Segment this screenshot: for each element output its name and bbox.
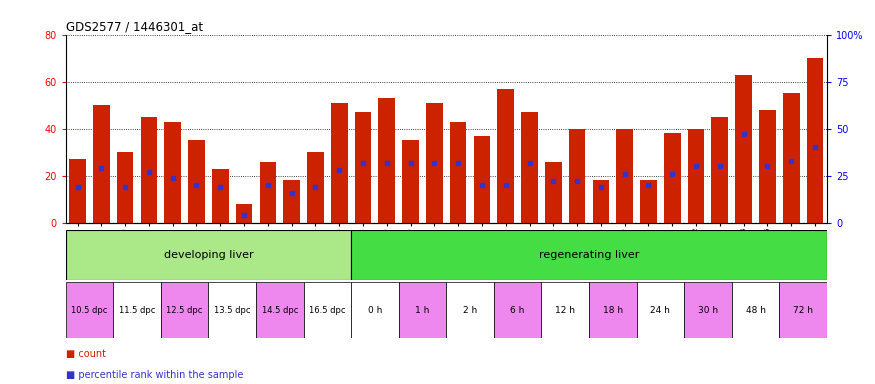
Text: 12 h: 12 h: [556, 306, 575, 314]
Bar: [161, 282, 208, 338]
Text: 12.5 dpc: 12.5 dpc: [166, 306, 203, 314]
Bar: [664, 133, 681, 223]
Text: 2 h: 2 h: [463, 306, 477, 314]
Bar: [66, 282, 113, 338]
Bar: [260, 162, 276, 223]
Bar: [522, 112, 538, 223]
Bar: [208, 282, 256, 338]
Bar: [450, 122, 466, 223]
Bar: [640, 180, 657, 223]
Bar: [688, 129, 704, 223]
Bar: [66, 230, 351, 280]
Bar: [735, 74, 752, 223]
Bar: [760, 110, 776, 223]
Bar: [711, 117, 728, 223]
Text: 72 h: 72 h: [793, 306, 813, 314]
Text: 1 h: 1 h: [416, 306, 430, 314]
Bar: [116, 152, 133, 223]
Text: 11.5 dpc: 11.5 dpc: [119, 306, 155, 314]
Bar: [473, 136, 490, 223]
Text: 6 h: 6 h: [510, 306, 525, 314]
Bar: [493, 282, 542, 338]
Text: 30 h: 30 h: [698, 306, 718, 314]
Bar: [304, 282, 351, 338]
Bar: [113, 282, 161, 338]
Bar: [732, 282, 780, 338]
Bar: [545, 162, 562, 223]
Bar: [69, 159, 86, 223]
Bar: [188, 141, 205, 223]
Bar: [399, 282, 446, 338]
Text: 48 h: 48 h: [746, 306, 766, 314]
Bar: [212, 169, 228, 223]
Bar: [637, 282, 684, 338]
Bar: [93, 105, 109, 223]
Bar: [616, 129, 633, 223]
Bar: [307, 152, 324, 223]
Text: 16.5 dpc: 16.5 dpc: [309, 306, 346, 314]
Text: regenerating liver: regenerating liver: [539, 250, 639, 260]
Bar: [284, 180, 300, 223]
Bar: [684, 282, 732, 338]
Bar: [569, 129, 585, 223]
Text: ■ percentile rank within the sample: ■ percentile rank within the sample: [66, 370, 243, 380]
Text: GDS2577 / 1446301_at: GDS2577 / 1446301_at: [66, 20, 203, 33]
Bar: [379, 98, 396, 223]
Bar: [164, 122, 181, 223]
Bar: [141, 117, 158, 223]
Bar: [589, 282, 637, 338]
Bar: [331, 103, 347, 223]
Bar: [783, 93, 800, 223]
Bar: [542, 282, 589, 338]
Bar: [780, 282, 827, 338]
Text: 18 h: 18 h: [603, 306, 623, 314]
Text: 24 h: 24 h: [650, 306, 670, 314]
Text: 13.5 dpc: 13.5 dpc: [214, 306, 250, 314]
Bar: [807, 58, 823, 223]
Text: 14.5 dpc: 14.5 dpc: [262, 306, 298, 314]
Bar: [446, 282, 493, 338]
Bar: [354, 112, 371, 223]
Text: 0 h: 0 h: [368, 306, 382, 314]
Text: ■ count: ■ count: [66, 349, 106, 359]
Text: 10.5 dpc: 10.5 dpc: [71, 306, 108, 314]
Bar: [351, 282, 399, 338]
Bar: [592, 180, 609, 223]
Bar: [235, 204, 252, 223]
Bar: [256, 282, 304, 338]
Bar: [426, 103, 443, 223]
Bar: [351, 230, 827, 280]
Bar: [497, 89, 514, 223]
Text: developing liver: developing liver: [164, 250, 253, 260]
Bar: [402, 141, 419, 223]
